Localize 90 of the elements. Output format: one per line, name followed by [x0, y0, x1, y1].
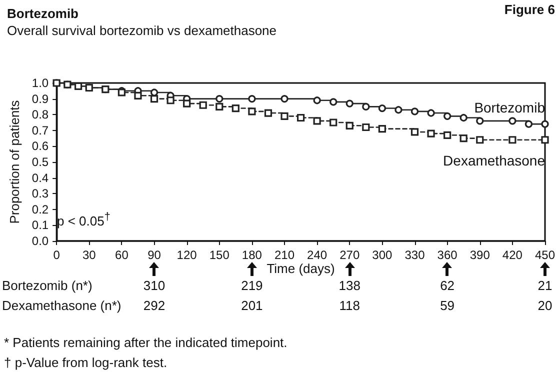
point [410, 108, 419, 116]
x-tick-label: 420 [502, 248, 523, 262]
point [216, 102, 224, 110]
x-tick-label: 60 [115, 248, 129, 262]
point [248, 95, 256, 103]
x-tick-label: 30 [82, 248, 96, 262]
point [313, 96, 321, 104]
point [508, 136, 516, 144]
point [166, 96, 174, 104]
text: Dexamethasone (n*) [2, 298, 122, 313]
text: 62 [440, 278, 455, 293]
x-tick-label: 0 [53, 248, 60, 262]
x-tick-label: 390 [470, 248, 490, 262]
point [216, 95, 224, 103]
y-axis-title: Proportion of patients [7, 100, 22, 224]
text: 292 [143, 298, 166, 313]
y-tick-label: 0.3 [32, 186, 49, 201]
point [541, 136, 549, 144]
text: 138 [338, 278, 360, 293]
point [280, 95, 288, 103]
point [296, 114, 305, 122]
y-tick-label: 1.0 [32, 76, 49, 90]
series-label: Dexamethasone [443, 152, 546, 169]
point [476, 136, 484, 144]
x-tick-label: 150 [209, 248, 230, 262]
point [427, 109, 435, 117]
text: 310 [143, 278, 166, 293]
y-tick-label: 0.5 [32, 155, 49, 169]
point [460, 134, 468, 142]
x-axis-title: Time (days) [266, 261, 335, 276]
point [313, 117, 321, 125]
text: 59 [440, 298, 455, 313]
point [150, 95, 158, 103]
point [378, 104, 386, 112]
point [362, 102, 370, 110]
point [183, 100, 191, 108]
point [346, 122, 354, 130]
text: * Patients remaining after the indicated timepoint. [4, 335, 288, 350]
text: 219 [241, 278, 263, 293]
point [460, 114, 468, 122]
annotation: p < 0.05$^{†}$ [57, 211, 110, 228]
point [394, 106, 402, 114]
text: 20 [538, 298, 552, 313]
x-tick-label: 330 [404, 248, 426, 262]
point [346, 100, 354, 108]
series-label: Bortezomib [474, 99, 546, 116]
point [362, 123, 370, 132]
x-tick-label: 180 [242, 248, 262, 262]
x-tick-label: 450 [534, 248, 556, 262]
point [444, 131, 452, 139]
y-tick-label: 0.8 [32, 108, 49, 122]
y-tick-label: 0.0 [32, 234, 49, 248]
point [541, 120, 549, 128]
y-tick-label: 0.4 [32, 170, 49, 185]
y-tick-label: 0.1 [32, 218, 49, 232]
point [410, 128, 419, 136]
chart-title: Bortezomib [7, 6, 79, 21]
text: 201 [241, 298, 263, 313]
point [427, 130, 435, 138]
point [232, 104, 240, 112]
y-tick-label: 0.9 [32, 92, 49, 106]
text: † p-Value from log-rank test. [4, 355, 168, 370]
y-tick-label: 0.6 [32, 139, 49, 154]
point [264, 109, 272, 117]
x-tick-label: 300 [372, 248, 393, 262]
point [444, 112, 452, 120]
caption: Figure 6 [504, 2, 555, 17]
point [199, 101, 207, 109]
x-tick-label: 240 [307, 248, 328, 262]
x-tick-label: 360 [437, 248, 458, 262]
point [134, 92, 142, 100]
chart-subtitle: Overall survival bortezomib vs dexamethasone [7, 23, 277, 38]
point [74, 82, 82, 90]
text: 21 [538, 278, 552, 293]
point [378, 125, 386, 133]
point [330, 118, 338, 126]
y-tick-label: 0.7 [32, 123, 49, 138]
x-tick-label: 210 [274, 248, 295, 262]
point [248, 108, 256, 116]
x-tick-label: 90 [148, 248, 162, 262]
x-tick-label: 120 [176, 248, 198, 262]
point [330, 98, 338, 106]
text: Bortezomib (n*) [2, 278, 92, 293]
point [524, 120, 533, 128]
point [508, 117, 516, 125]
y-tick-label: 0.2 [32, 202, 49, 216]
point [476, 117, 484, 125]
point [280, 112, 288, 120]
x-tick-label: 270 [340, 248, 360, 262]
text: 118 [339, 298, 360, 313]
